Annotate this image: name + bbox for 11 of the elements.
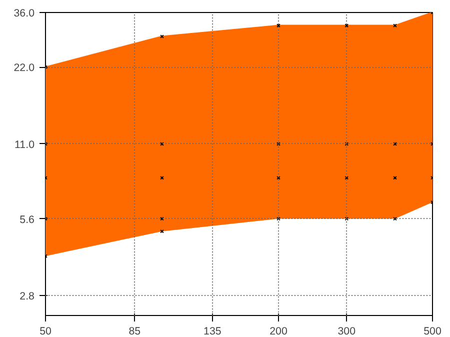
x-tick-label: 200	[270, 326, 288, 337]
x-tick-label: 50	[40, 326, 52, 337]
y-tick-label: 5.6	[20, 214, 35, 226]
y-tick-label: 36.0	[14, 8, 35, 20]
x-tick-label: 500	[424, 326, 442, 337]
y-tick-label: 22.0	[14, 62, 35, 74]
x-tick-label: 85	[128, 326, 141, 337]
x-tick-label: 135	[204, 326, 222, 337]
x-tick-label: 300	[338, 326, 356, 337]
y-tick-label: 11.0	[14, 138, 35, 151]
y-tick-label: 2.8	[20, 290, 35, 303]
